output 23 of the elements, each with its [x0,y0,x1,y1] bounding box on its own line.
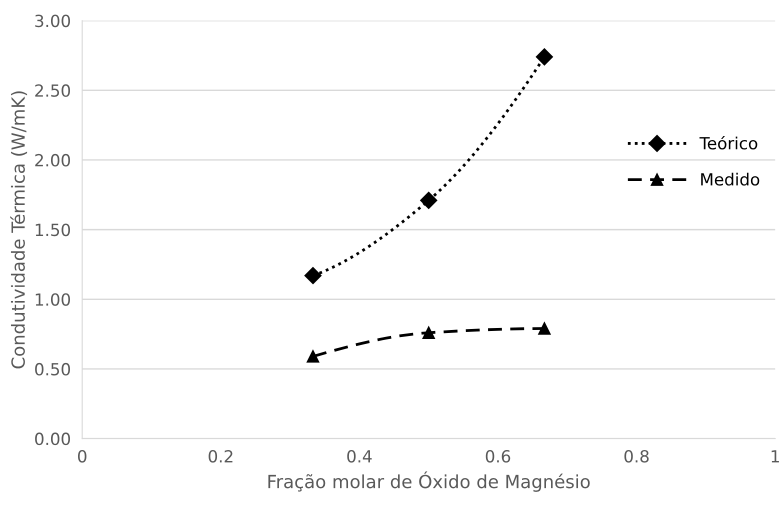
point [538,322,551,335]
y-tick-label: 1.00 [36,293,70,306]
x-tick-label: 0.4 [347,450,372,463]
x-tick-label: 1 [772,450,779,462]
y-tick-label: 1.50 [36,224,70,236]
point [420,192,438,209]
legend-label: Medido [701,172,760,186]
y-tick-label: 0.00 [35,432,70,446]
point [536,48,553,66]
x-tick-label: 0.6 [486,450,510,463]
point [304,267,322,284]
x-tick-label: 0.8 [624,450,649,463]
x-axis-title: Fração molar de Óxido de Magnésio [268,471,590,492]
x-tick-label: 0.2 [208,450,232,463]
point [306,350,320,363]
legend-label: Teórico [699,136,758,150]
y-tick-label: 2.50 [35,84,70,97]
y-axis-title: Condutividade Térmica (W/mK) [10,91,28,368]
point [422,326,435,339]
y-tick-label: 0.50 [35,362,70,376]
y-tick-label: 2.00 [35,154,70,167]
y-tick-label: 3.00 [35,14,70,28]
x-tick-label: 0 [78,450,86,463]
